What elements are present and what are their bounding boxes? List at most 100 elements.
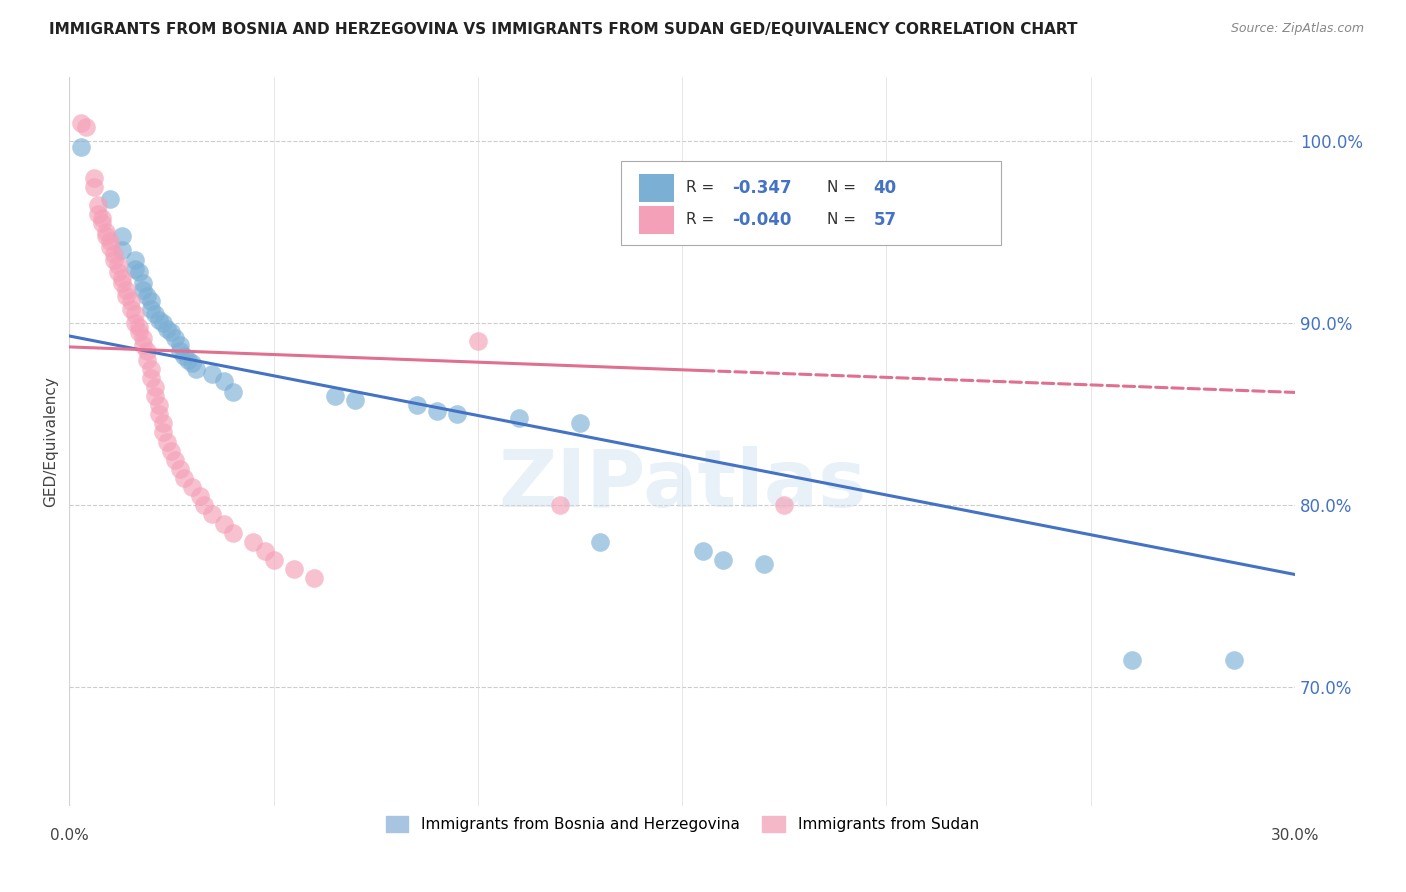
Point	[94, 228, 117, 243]
Point	[173, 471, 195, 485]
Point	[148, 407, 170, 421]
Point	[132, 338, 155, 352]
Text: -0.040: -0.040	[733, 211, 792, 229]
Point	[752, 557, 775, 571]
Text: 30.0%: 30.0%	[1271, 828, 1319, 843]
Point	[323, 389, 346, 403]
Point	[221, 525, 243, 540]
Text: 40: 40	[873, 178, 897, 197]
Point	[75, 120, 97, 134]
Point	[711, 553, 734, 567]
Point	[304, 571, 326, 585]
Point	[87, 207, 110, 221]
Text: R =: R =	[686, 180, 718, 195]
Point	[143, 307, 166, 321]
Point	[111, 270, 134, 285]
Point	[152, 316, 174, 330]
Point	[148, 312, 170, 326]
Point	[242, 534, 264, 549]
Text: 57: 57	[873, 211, 897, 229]
Point	[98, 240, 121, 254]
Point	[188, 489, 211, 503]
Point	[98, 235, 121, 249]
Text: N =: N =	[827, 180, 860, 195]
Point	[103, 247, 125, 261]
Point	[111, 244, 134, 258]
Point	[692, 544, 714, 558]
Point	[111, 228, 134, 243]
Text: N =: N =	[827, 212, 860, 227]
Point	[132, 331, 155, 345]
Point	[169, 343, 191, 358]
FancyBboxPatch shape	[621, 161, 1001, 245]
Y-axis label: GED/Equivalency: GED/Equivalency	[44, 376, 58, 507]
Point	[169, 462, 191, 476]
Point	[180, 356, 202, 370]
Legend: Immigrants from Bosnia and Herzegovina, Immigrants from Sudan: Immigrants from Bosnia and Herzegovina, …	[380, 810, 984, 838]
Point	[132, 276, 155, 290]
Point	[132, 284, 155, 298]
Point	[94, 225, 117, 239]
Point	[148, 398, 170, 412]
Point	[193, 498, 215, 512]
Point	[569, 417, 592, 431]
Point	[152, 417, 174, 431]
Point	[156, 434, 179, 449]
Point	[177, 352, 200, 367]
Point	[139, 294, 162, 309]
Point	[87, 198, 110, 212]
Point	[135, 343, 157, 358]
Point	[124, 252, 146, 267]
Point	[115, 289, 138, 303]
Point	[254, 544, 277, 558]
Point	[165, 452, 187, 467]
Point	[426, 403, 449, 417]
Point	[128, 326, 150, 340]
Point	[152, 425, 174, 440]
Text: Source: ZipAtlas.com: Source: ZipAtlas.com	[1230, 22, 1364, 36]
Point	[184, 361, 207, 376]
Point	[263, 553, 285, 567]
Point	[124, 261, 146, 276]
Point	[1222, 653, 1244, 667]
Point	[70, 116, 93, 130]
Point	[139, 371, 162, 385]
Point	[139, 301, 162, 316]
Point	[214, 516, 236, 531]
Point	[143, 389, 166, 403]
Text: ZIPatlas: ZIPatlas	[498, 446, 866, 524]
Point	[107, 258, 129, 272]
Point	[120, 294, 142, 309]
Point	[156, 321, 179, 335]
Point	[405, 398, 427, 412]
Point	[773, 498, 796, 512]
Point	[124, 316, 146, 330]
Point	[128, 265, 150, 279]
Point	[143, 380, 166, 394]
Point	[83, 170, 105, 185]
Text: 0.0%: 0.0%	[49, 828, 89, 843]
Point	[111, 276, 134, 290]
Point	[201, 368, 224, 382]
Point	[173, 349, 195, 363]
Point	[160, 326, 183, 340]
Point	[201, 508, 224, 522]
Point	[107, 265, 129, 279]
Point	[283, 562, 305, 576]
Point	[98, 193, 121, 207]
Point	[467, 334, 489, 349]
Text: -0.347: -0.347	[733, 178, 792, 197]
Point	[90, 216, 112, 230]
Point	[589, 534, 612, 549]
Bar	[640, 206, 673, 234]
Point	[160, 443, 183, 458]
Bar	[640, 174, 673, 202]
Point	[165, 331, 187, 345]
Point	[548, 498, 571, 512]
Point	[139, 361, 162, 376]
Point	[120, 301, 142, 316]
Text: IMMIGRANTS FROM BOSNIA AND HERZEGOVINA VS IMMIGRANTS FROM SUDAN GED/EQUIVALENCY : IMMIGRANTS FROM BOSNIA AND HERZEGOVINA V…	[49, 22, 1078, 37]
Point	[124, 307, 146, 321]
Point	[83, 179, 105, 194]
Point	[221, 385, 243, 400]
